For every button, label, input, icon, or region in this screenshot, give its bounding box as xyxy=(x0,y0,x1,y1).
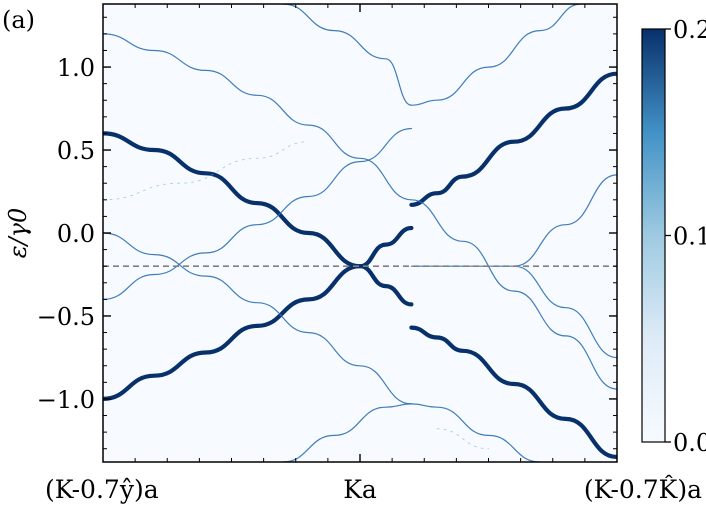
band-thin-1 xyxy=(103,33,617,390)
y-tick-label: 1.0 xyxy=(57,54,95,82)
y-axis: 1.0 0.5 0.0 −0.5 −1.0 xyxy=(37,16,617,450)
x-tick-label: (K-0.7K̂)a xyxy=(584,475,702,504)
colorbar-tick-label: 0.0 xyxy=(673,429,706,457)
colorbar-tick-label: 0.1 xyxy=(673,223,706,251)
y-axis-label: ε/γ0 xyxy=(4,208,32,259)
band-thin-5 xyxy=(513,265,617,359)
band-thin-6 xyxy=(282,403,541,462)
band-strong-upper-left xyxy=(103,131,414,307)
y-tick-label: 0.0 xyxy=(57,220,95,248)
colorbar-tick-label: 0.2 xyxy=(673,16,706,44)
band-strong-gap-bottom xyxy=(409,325,617,460)
x-axis: (K-0.7ŷ)a Ka (K-0.7K̂)a xyxy=(45,4,702,504)
y-tick-label: −1.0 xyxy=(37,386,95,414)
band-thin-4 xyxy=(410,174,617,267)
band-strong-gap-top xyxy=(409,71,617,207)
band-thin-3 xyxy=(103,232,412,405)
bands-layer xyxy=(103,4,617,462)
plot-background xyxy=(103,4,617,462)
colorbar-ticks: 0.2 0.1 0.0 xyxy=(665,16,706,457)
x-tick-label: Ka xyxy=(343,475,377,504)
x-tick-label: (K-0.7ŷ)a xyxy=(45,475,159,504)
colorbar xyxy=(641,28,666,443)
y-tick-label: −0.5 xyxy=(37,303,95,331)
panel-label: (a) xyxy=(2,6,35,34)
band-faint-2 xyxy=(436,428,489,450)
band-thin-7 xyxy=(282,4,582,106)
y-tick-label: 0.5 xyxy=(57,137,95,165)
band-thin-2 xyxy=(103,127,412,300)
